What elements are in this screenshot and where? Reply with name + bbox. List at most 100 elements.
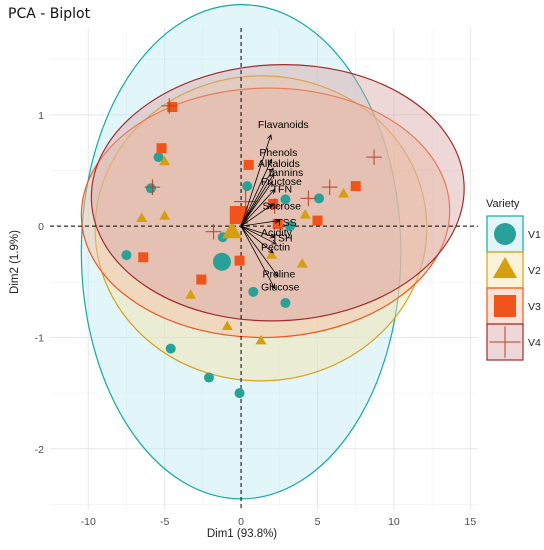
point-v4-2: [144, 179, 161, 195]
point-v1-9: [242, 181, 253, 192]
variable-arrow-acidity: [240, 225, 275, 238]
axis-ticks: -10 -5 0 5 10 15-2-101: [35, 110, 477, 528]
x-tick-label: -5: [160, 516, 169, 528]
y-tick-label: 0: [38, 221, 44, 233]
arrowhead-tannins: [269, 173, 275, 179]
variable-label-acidity: Acidity: [261, 227, 293, 239]
point-v1-4: [165, 343, 176, 354]
variable-arrow-tsh: [240, 225, 277, 245]
variable-label-proline: Proline: [262, 268, 295, 280]
point-v3-10: [243, 159, 254, 170]
point-v3-9: [272, 218, 283, 229]
variable-arrow-flavanoids: [240, 134, 272, 227]
point-v3-2: [156, 143, 167, 154]
variable-arrow-tfn: [240, 189, 275, 227]
ellipse-v4: [90, 63, 465, 322]
variable-label-glucose: Glucose: [261, 282, 300, 294]
ellipse-v3: [80, 87, 451, 339]
point-v4-5: [366, 149, 382, 165]
legend: Variety V1 V2 V3 V4: [486, 198, 541, 361]
arrowhead-tsh: [271, 239, 278, 245]
individual-points: [121, 98, 382, 399]
mean-point-v1: [212, 252, 231, 271]
point-v2-9: [159, 210, 171, 220]
variable-arrows: [240, 133, 281, 290]
legend-label-v3: V3: [528, 301, 541, 313]
mean-point-v4: [233, 189, 258, 214]
arrowhead-alkaloids: [268, 167, 274, 174]
point-v2-4: [221, 320, 233, 330]
point-v3-4: [196, 274, 207, 285]
point-v3-5: [234, 255, 245, 266]
variable-label-flavanoids: Flavanoids: [258, 119, 309, 131]
point-v2-2: [136, 212, 148, 222]
arrowhead-proline: [273, 271, 279, 277]
variable-label-tfn: TFN: [272, 184, 292, 196]
point-v3-3: [138, 252, 149, 263]
point-v4-1: [161, 98, 178, 114]
legend-label-v4: V4: [528, 337, 541, 349]
legend-item-v3: V3: [486, 287, 541, 325]
mean-point-v2: [222, 221, 242, 239]
variable-arrow-phenols: [240, 159, 273, 227]
legend-title: Variety: [486, 198, 520, 210]
legend-symbol-v3: [494, 295, 516, 317]
point-v2-6: [266, 249, 278, 259]
x-tick-label: -10: [81, 516, 96, 528]
point-v2-3: [185, 289, 197, 299]
variable-labels: Flavanoids PhenolsAlkaloidsTanninsFructos…: [258, 119, 309, 294]
arrowhead-acidity: [269, 233, 276, 239]
x-tick-label: 0: [238, 516, 244, 528]
x-axis-title: Dim1 (93.8%): [207, 528, 277, 540]
variable-arrow-glucose: [240, 225, 276, 289]
point-v2-5: [255, 334, 267, 345]
y-tick-label: -1: [35, 332, 44, 344]
arrowhead-fructose: [267, 180, 273, 187]
arrowhead-glucose: [270, 283, 276, 290]
arrowhead-phenols: [267, 158, 273, 165]
reference-lines: [50, 28, 478, 510]
arrowhead-flavanoids: [267, 133, 272, 140]
point-v1-2: [145, 183, 156, 194]
x-tick-label: 5: [315, 516, 321, 528]
point-v4-7: [300, 190, 317, 207]
point-v1-3: [121, 250, 132, 261]
point-v2-7: [296, 258, 308, 268]
point-v3-1: [167, 102, 178, 113]
legend-label-v2: V2: [528, 265, 541, 277]
point-v1-5: [203, 372, 214, 383]
y-tick-label: -2: [35, 444, 44, 456]
y-axis-title: Dim2 (1.9%): [9, 230, 21, 294]
point-v1-6: [234, 388, 245, 399]
point-v1-11: [314, 193, 325, 204]
point-v4-4: [321, 179, 338, 195]
point-v3-8: [350, 181, 361, 192]
variable-label-pectin: Pectin: [261, 242, 290, 254]
point-v4-3: [205, 223, 222, 240]
legend-item-v4: V4: [486, 323, 541, 361]
variable-arrow-sucrose: [240, 203, 274, 227]
point-v1-12: [284, 221, 295, 232]
ellipse-v2: [94, 75, 428, 382]
legend-symbol-v1: [494, 223, 516, 245]
point-v1-7: [248, 286, 259, 297]
legend-symbol-v4: [489, 326, 521, 358]
arrowhead-sucrose: [268, 203, 274, 209]
arrowhead-tfn: [269, 188, 276, 195]
variable-label-alkaloids: Alkaloids: [258, 158, 300, 170]
point-v2-1: [159, 155, 171, 166]
variable-arrow-alkaloids: [240, 168, 274, 227]
chart-title: PCA - Biplot: [8, 6, 91, 22]
legend-label-v1: V1: [528, 229, 541, 241]
point-v3-7: [312, 215, 323, 226]
point-v2-8: [337, 187, 349, 198]
variable-arrow-fructose: [240, 181, 273, 227]
variable-label-phenols: Phenols: [259, 147, 297, 159]
point-v1-1: [153, 152, 164, 163]
variable-arrow-tss: [241, 220, 280, 227]
legend-symbol-v2: [492, 257, 518, 278]
point-v1-10: [280, 194, 291, 205]
point-v2-10: [299, 209, 311, 219]
x-tick-label: 15: [465, 516, 477, 528]
